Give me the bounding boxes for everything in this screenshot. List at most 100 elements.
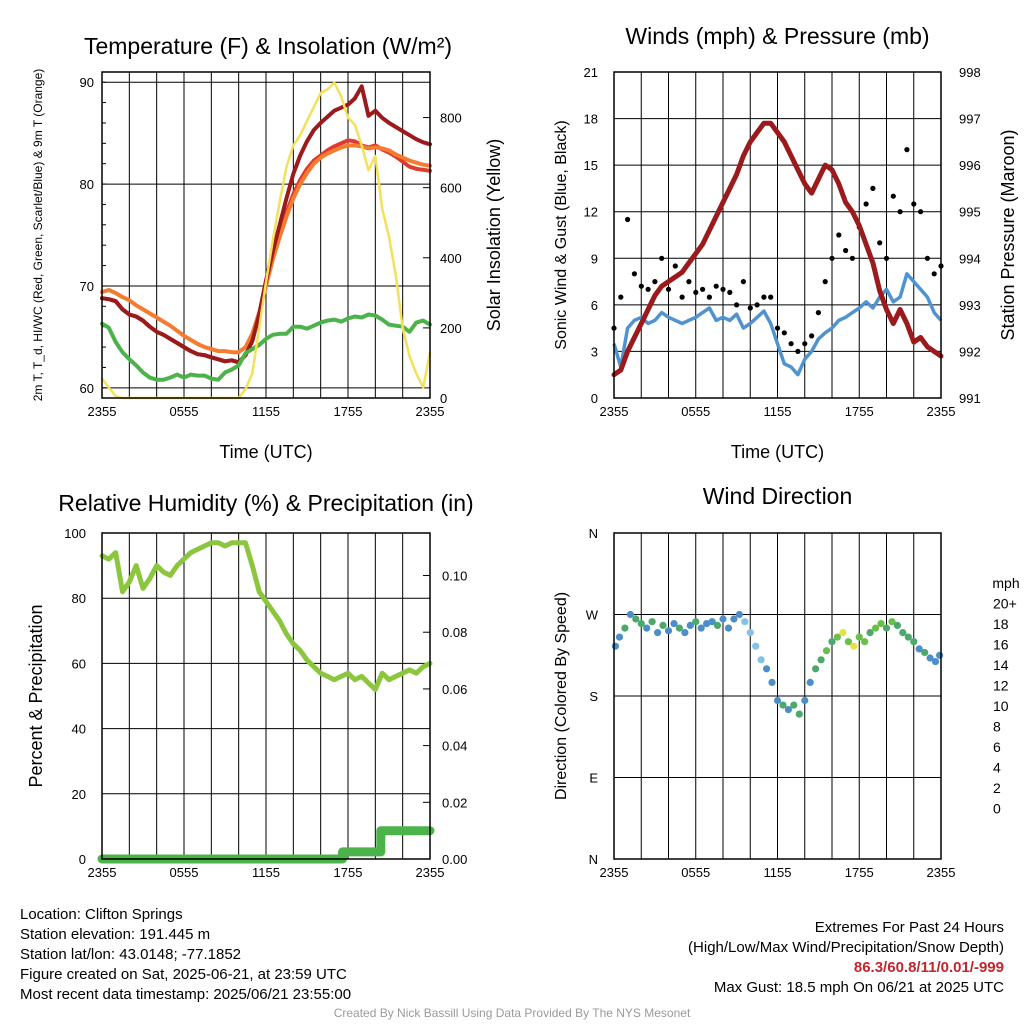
y-right-tick-label: 600 — [440, 181, 462, 196]
direction-point — [741, 618, 749, 626]
direction-point — [703, 620, 711, 628]
y-tick-label: N — [589, 852, 598, 867]
direction-point — [822, 647, 831, 655]
gust-point — [768, 294, 774, 300]
x-tick-label: 1155 — [764, 404, 792, 419]
direction-point — [768, 678, 776, 687]
gust-point — [795, 348, 801, 354]
direction-point — [790, 701, 798, 709]
station-info: Location: Clifton Springs Station elevat… — [20, 905, 351, 1005]
direction-point — [670, 620, 678, 628]
gust-point — [693, 289, 699, 295]
direction-point — [724, 624, 733, 632]
max-gust-text: Max Gust: 18.5 mph On 06/21 at 2025 UTC — [713, 979, 1004, 996]
y-right-tick-label: 0.04 — [442, 739, 467, 754]
y-right-tick-label: 0.08 — [442, 625, 467, 640]
temperature-ylabel-right: Solar Insolation (Yellow) — [484, 139, 504, 331]
direction-point — [882, 624, 891, 632]
direction-point — [888, 618, 896, 626]
y-right-tick-label: 200 — [440, 321, 462, 336]
colorbar-label: 8 — [993, 719, 1001, 735]
direction-point — [730, 615, 738, 623]
direction-point — [931, 658, 940, 666]
gust-point — [754, 302, 760, 308]
gust-point — [802, 341, 808, 347]
y-right-tick-label: 0.06 — [442, 682, 467, 697]
direction-point — [872, 624, 880, 632]
direction-point — [615, 633, 624, 641]
colorbar-label: 10 — [993, 698, 1009, 714]
x-tick-label: 1755 — [845, 404, 874, 419]
x-tick-label: 1155 — [764, 865, 792, 880]
gust-point — [652, 279, 658, 285]
plot-border — [101, 71, 431, 399]
y-tick-label: 60 — [80, 381, 94, 396]
direction-point — [877, 620, 885, 628]
colorbar-label: 14 — [993, 657, 1009, 673]
direction-point — [632, 615, 640, 623]
colorbar-title: mph — [992, 575, 1019, 591]
y-tick-label: N — [589, 526, 598, 541]
y-right-tick-label: 800 — [440, 111, 462, 126]
direction-point — [936, 651, 944, 659]
humidity-panel: 2355 0555 1155 1755 23550204060801000.000.02… — [26, 490, 474, 880]
y-right-tick-label: 995 — [959, 205, 981, 220]
gust-point — [761, 294, 767, 300]
gust-point — [740, 279, 747, 285]
gust-point — [843, 247, 849, 254]
gust-point — [809, 333, 815, 339]
rh-line — [99, 540, 433, 692]
direction-point — [752, 642, 760, 650]
y-right-tick-label: 991 — [959, 391, 981, 406]
gust-point — [870, 185, 876, 191]
gust-point — [836, 232, 842, 238]
colorbar-label: 0 — [993, 801, 1001, 817]
direction-point — [850, 642, 858, 650]
gust-point — [706, 294, 713, 300]
latlon-text: Station lat/lon: 43.0148; -77.1852 — [20, 946, 242, 963]
colorbar-label: 12 — [993, 677, 1009, 693]
y-right-tick-label: 400 — [440, 251, 462, 266]
y-tick-label: 6 — [591, 298, 598, 313]
colorbar-label: 6 — [993, 739, 1001, 755]
x-tick-label: 2355 — [927, 865, 956, 880]
wind-speed-line — [612, 272, 943, 377]
y-tick-label: 70 — [80, 279, 94, 294]
gust-point — [734, 302, 740, 308]
direction-point — [904, 633, 912, 641]
direction-point — [654, 629, 662, 637]
humidity-title: Relative Humidity (%) & Precipitation (i… — [58, 490, 473, 516]
x-tick-label: 0555 — [170, 865, 199, 880]
temperature-panel: 2355 0555 1155 1755 2355 60 70 80 90 0 200 400 600 80… — [31, 33, 504, 462]
gust-point — [672, 263, 678, 269]
colorbar: 0 2 4 6 8 10 12 14 16 18 20+ mph — [992, 575, 1019, 817]
gust-point — [631, 271, 638, 277]
plot-border — [613, 71, 942, 399]
direction-point — [697, 624, 705, 632]
direction-point — [763, 665, 771, 673]
direction-point — [746, 629, 754, 637]
gust-point — [720, 286, 726, 292]
extremes-info: Extremes For Past 24 Hours (High/Low/Max… — [688, 918, 1004, 998]
direction-title: Wind Direction — [703, 483, 853, 509]
direction-point — [833, 633, 842, 641]
gust-point — [829, 255, 835, 261]
x-tick-label: 2355 — [88, 865, 117, 880]
direction-point — [910, 638, 918, 646]
x-tick-label: 0555 — [681, 865, 710, 880]
colorbar-label: 18 — [993, 616, 1009, 632]
gust-point — [897, 209, 903, 215]
direction-point — [812, 665, 820, 673]
timestamp-text: Most recent data timestamp: 2025/06/21 2… — [20, 986, 352, 1003]
y-right-tick-label: 0.10 — [442, 569, 467, 584]
gust-point — [781, 330, 787, 336]
direction-point — [828, 638, 836, 646]
direction-point — [664, 627, 673, 635]
direction-point — [659, 621, 667, 630]
gust-point — [924, 255, 931, 261]
direction-point — [681, 629, 689, 637]
y-right-tick-label: 0.02 — [442, 795, 467, 810]
y-tick-label: 0 — [79, 852, 86, 867]
x-tick-label: 1155 — [252, 865, 280, 880]
